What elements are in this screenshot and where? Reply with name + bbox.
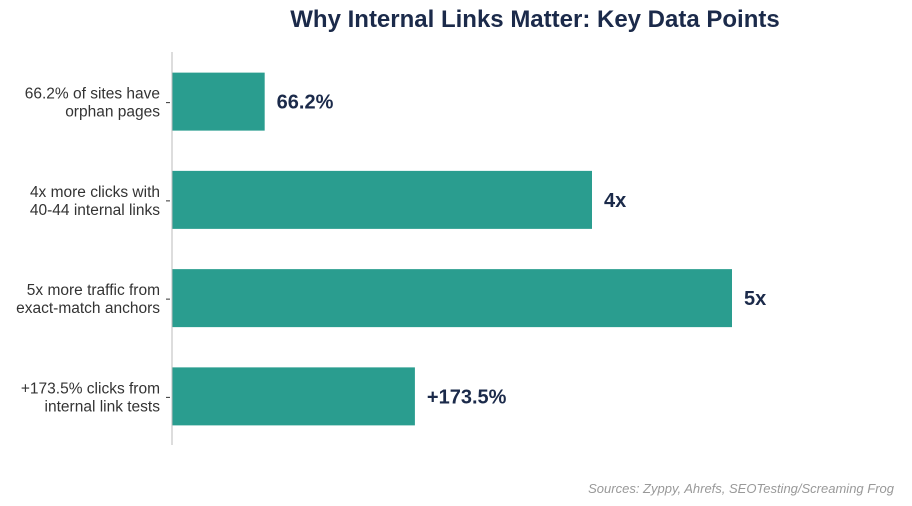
bar (172, 170, 592, 229)
category-label-line: 40-44 internal links (30, 202, 160, 219)
category-label: +173.5% clicks from internal link tests (21, 380, 160, 415)
category-label: 4x more clicks with 40-44 internal links (30, 184, 160, 219)
bar (172, 72, 265, 131)
data-label: 66.2% (277, 92, 334, 114)
bar (172, 269, 732, 328)
data-label: 5x (744, 288, 766, 310)
source-note: Sources: Zyppy, Ahrefs, SEOTesting/Screa… (588, 481, 894, 496)
category-label-line: 4x more clicks with (30, 184, 160, 201)
chart-title: Why Internal Links Matter: Key Data Poin… (290, 6, 780, 33)
bar (172, 367, 415, 426)
category-label: 5x more traffic from exact-match anchors (16, 282, 160, 317)
category-label-line: exact-match anchors (16, 300, 160, 317)
data-label: +173.5% (427, 386, 507, 408)
category-label-line: 66.2% of sites have (25, 86, 160, 103)
data-label: 4x (604, 190, 626, 212)
category-label-line: internal link tests (45, 398, 161, 415)
category-label-line: 5x more traffic from (27, 282, 160, 299)
category-label-line: orphan pages (65, 104, 160, 121)
category-label-line: +173.5% clicks from (21, 380, 160, 397)
category-label: 66.2% of sites have orphan pages (25, 86, 161, 121)
